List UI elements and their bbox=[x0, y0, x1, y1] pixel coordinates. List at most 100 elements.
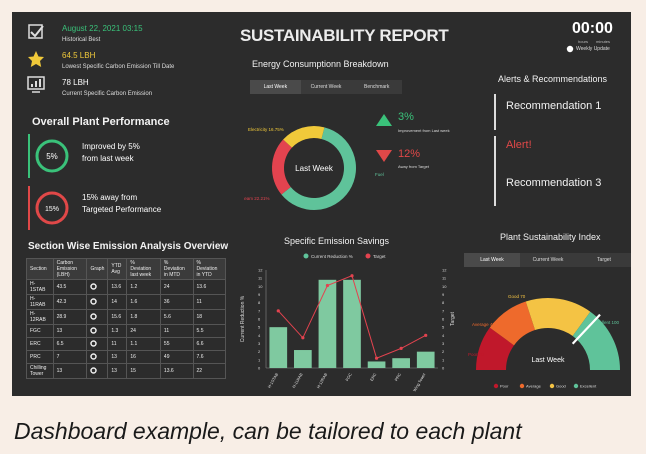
slice-label-fuel: Fuel 58.74% bbox=[375, 172, 384, 177]
ytick-label: 6 bbox=[258, 317, 261, 322]
gauge-legend-label: Good bbox=[556, 384, 566, 389]
psi-tab-target[interactable]: Target bbox=[576, 253, 631, 267]
table-cell: 13.6 bbox=[107, 279, 128, 295]
best-value: 64.5 LBH bbox=[62, 51, 96, 60]
table-cell: 49 bbox=[159, 350, 194, 364]
bar-fgc bbox=[343, 279, 361, 368]
emission-table: Section Carbon Emission (LBH) Graph YTD Avg… bbox=[26, 258, 227, 379]
ytick-label: 10 bbox=[258, 284, 263, 289]
bar-h-11rab bbox=[294, 350, 312, 368]
psi-tab-last-week[interactable]: Last Week bbox=[464, 253, 520, 267]
radio-icon[interactable] bbox=[566, 45, 574, 53]
gauge-legend-icon bbox=[493, 383, 499, 389]
table-cell: 43.5 bbox=[52, 279, 88, 295]
target-point bbox=[325, 283, 330, 288]
donut-mini-icon bbox=[90, 339, 98, 347]
table-cell: 55 bbox=[159, 337, 194, 351]
ytick-right-label: 4 bbox=[442, 333, 445, 338]
table-header-1: Carbon Emission (LBH) bbox=[52, 258, 88, 280]
kpi2-badge: 15% bbox=[45, 206, 59, 213]
current-desc: Current Specific Carbon Emission bbox=[62, 91, 153, 97]
table-cell: PRC bbox=[26, 350, 54, 364]
alert-item[interactable]: Alert! bbox=[506, 139, 532, 151]
ytick-label: 11 bbox=[258, 276, 263, 281]
ytick-label: 12 bbox=[258, 268, 263, 273]
table-cell: 11 bbox=[159, 324, 194, 338]
kpi2-text2: Targeted Performance bbox=[82, 205, 162, 214]
target-point bbox=[301, 336, 305, 340]
graph-icon bbox=[86, 337, 109, 351]
gauge-legend-icon bbox=[573, 383, 579, 389]
ytick-label: 5 bbox=[258, 325, 261, 330]
table-cell: H-12RAB bbox=[26, 309, 54, 325]
current-value: 78 LBH bbox=[62, 78, 89, 87]
table-row: H-12RAB 28.9 15.6 1.8 5.6 18 bbox=[26, 309, 227, 325]
improvement-pct: 3% bbox=[398, 111, 414, 123]
xtick-label: PRC bbox=[393, 372, 402, 382]
best-desc: Lowest Specific Carbon Emission Till Dat… bbox=[62, 64, 175, 70]
away-desc: Away from Target bbox=[398, 164, 429, 169]
alert-divider-1 bbox=[494, 94, 496, 130]
slice-label-steam: Steam 22.21% bbox=[244, 196, 270, 201]
kpi1-text1: Improved by 5% bbox=[82, 142, 140, 151]
table-cell: 36 bbox=[159, 294, 194, 310]
gauge-legend-icon bbox=[519, 383, 525, 389]
psi-tab-current-week[interactable]: Current Week bbox=[520, 253, 576, 267]
tab-benchmark[interactable]: Benchmark bbox=[351, 80, 403, 94]
table-cell: H-1STAB bbox=[26, 279, 54, 295]
xtick-label: H-12RAB bbox=[316, 372, 329, 389]
table-cell: 13 bbox=[52, 324, 88, 338]
donut-slice-electricity bbox=[283, 126, 325, 148]
donut-slice-steam bbox=[272, 139, 292, 195]
table-cell: 24 bbox=[126, 324, 161, 338]
ytick-right-label: 9 bbox=[442, 292, 445, 297]
recommendation-1[interactable]: Recommendation 1 bbox=[506, 100, 602, 112]
section-title: Section Wise Emission Analysis Overview bbox=[28, 241, 229, 252]
kpi2-text1: 15% away from bbox=[82, 193, 138, 202]
gauge-band-label: Good 70 bbox=[508, 294, 526, 299]
gauge-legend-icon bbox=[549, 383, 555, 389]
table-cell: Chilling Tower bbox=[26, 363, 54, 379]
table-cell: 13 bbox=[52, 363, 88, 379]
tab-current-week[interactable]: Current Week bbox=[300, 80, 352, 94]
recommendation-3[interactable]: Recommendation 3 bbox=[506, 177, 602, 189]
target-point bbox=[399, 346, 403, 350]
table-cell: 6.6 bbox=[192, 337, 227, 351]
legend-current-icon bbox=[303, 253, 309, 259]
gauge-band-label: Excellent 100 bbox=[592, 320, 620, 325]
gauge-band-average bbox=[489, 301, 536, 346]
table-cell: 13.6 bbox=[159, 363, 194, 379]
energy-tabs: Last Week Current Week Benchmark bbox=[250, 80, 403, 94]
ytick-label: 8 bbox=[258, 300, 261, 305]
psi-gauge-chart: Poor 20 Average 40 Good 70 Excellent 100 Las… bbox=[468, 294, 620, 389]
table-row: H-1STAB 43.5 13.6 1.2 24 13.6 bbox=[26, 279, 227, 295]
tab-last-week[interactable]: Last Week bbox=[250, 80, 301, 94]
table-cell: 1.8 bbox=[126, 309, 161, 325]
plant-performance-title: Overall Plant Performance bbox=[32, 116, 170, 128]
table-cell: 14 bbox=[107, 294, 128, 310]
table-cell: 6.5 bbox=[52, 337, 88, 351]
donut-mini-icon bbox=[90, 297, 98, 305]
table-cell: 11 bbox=[107, 337, 128, 351]
ytick-label: 9 bbox=[258, 292, 261, 297]
energy-donut-chart: Fuel 58.74% Steam 22.21% Electricity 16.75… bbox=[244, 126, 384, 211]
target-point bbox=[424, 333, 428, 337]
target-point bbox=[350, 274, 354, 278]
clock: 00:00 bbox=[572, 20, 613, 37]
ytick-right-label: 3 bbox=[442, 341, 445, 346]
table-cell: 13 bbox=[107, 363, 128, 379]
graph-icon bbox=[86, 363, 109, 379]
ytick-right-label: 1 bbox=[442, 357, 445, 362]
gauge-legend-label: Poor bbox=[500, 384, 509, 389]
y-axis-right-label: Target bbox=[450, 311, 456, 326]
graph-icon bbox=[86, 309, 109, 325]
table-header-4: % Deviation last week bbox=[126, 258, 161, 280]
table-cell: 24 bbox=[159, 279, 194, 295]
table-header-3: YTD Avg bbox=[107, 258, 128, 280]
gauge-band-excellent bbox=[572, 311, 620, 370]
table-header-2: Graph bbox=[86, 258, 109, 280]
donut-mini-icon bbox=[90, 366, 98, 374]
table-row: H-11RAB 42.3 14 1.6 36 11 bbox=[26, 294, 227, 310]
bar-h-1stab bbox=[269, 327, 288, 368]
legend-target-label: Target bbox=[373, 254, 386, 259]
